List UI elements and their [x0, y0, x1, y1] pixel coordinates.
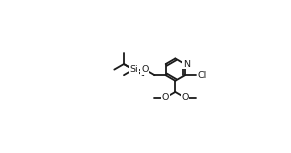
- Text: O: O: [141, 65, 148, 74]
- Text: O: O: [181, 93, 189, 102]
- Text: Si: Si: [129, 65, 138, 74]
- Text: N: N: [183, 60, 190, 69]
- Text: O: O: [162, 93, 169, 102]
- Text: Cl: Cl: [198, 71, 207, 80]
